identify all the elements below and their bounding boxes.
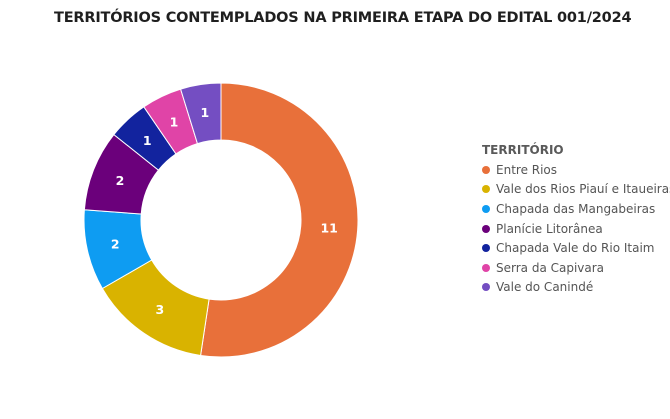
legend-marker: [482, 263, 490, 272]
legend-label: Vale do Canindé: [496, 280, 594, 295]
slice-label-6: 1: [200, 105, 209, 120]
legend-label: Serra da Capivara: [496, 260, 605, 275]
legend-marker: [482, 244, 490, 253]
legend-marker: [482, 165, 490, 174]
legend-item-3[interactable]: Planície Litorânea: [482, 219, 670, 239]
slice-label-0: 11: [320, 221, 337, 236]
legend-item-2[interactable]: Chapada das Mangabeiras: [482, 199, 670, 219]
slice-label-2: 2: [111, 237, 120, 252]
legend-marker: [482, 224, 490, 233]
slice-label-5: 1: [170, 115, 179, 130]
donut-slices[interactable]: [83, 82, 359, 358]
slice-label-4: 1: [143, 133, 152, 148]
legend-label: Vale dos Rios Piauí e Itaueiras: [496, 182, 670, 197]
legend-marker: [482, 283, 490, 292]
legend-marker: [482, 204, 490, 213]
legend-items: Entre Rios Vale dos Rios Piauí e Itaueira…: [482, 160, 670, 297]
legend: TERRITÓRIO Entre Rios Vale dos Rios Piauí…: [482, 143, 670, 297]
legend-label: Chapada Vale do Rio Itaim: [496, 241, 655, 256]
legend-title: TERRITÓRIO: [482, 143, 564, 157]
legend-item-4[interactable]: Chapada Vale do Rio Itaim: [482, 238, 670, 258]
slice-0[interactable]: [200, 82, 359, 358]
legend-label: Entre Rios: [496, 162, 558, 177]
legend-item-6[interactable]: Vale do Canindé: [482, 278, 670, 298]
slice-label-3: 2: [116, 173, 125, 188]
legend-item-5[interactable]: Serra da Capivara: [482, 258, 670, 278]
legend-label: Planície Litorânea: [496, 221, 603, 236]
slice-6[interactable]: [179, 82, 222, 145]
chart-title: TERRITÓRIOS CONTEMPLADOS NA PRIMEIRA ETA…: [54, 10, 632, 26]
legend-label: Chapada das Mangabeiras: [496, 201, 656, 216]
slice-label-1: 3: [156, 302, 165, 317]
legend-marker: [482, 185, 490, 194]
legend-item-0[interactable]: Entre Rios: [482, 160, 670, 180]
legend-item-1[interactable]: Vale dos Rios Piauí e Itaueiras: [482, 180, 670, 200]
